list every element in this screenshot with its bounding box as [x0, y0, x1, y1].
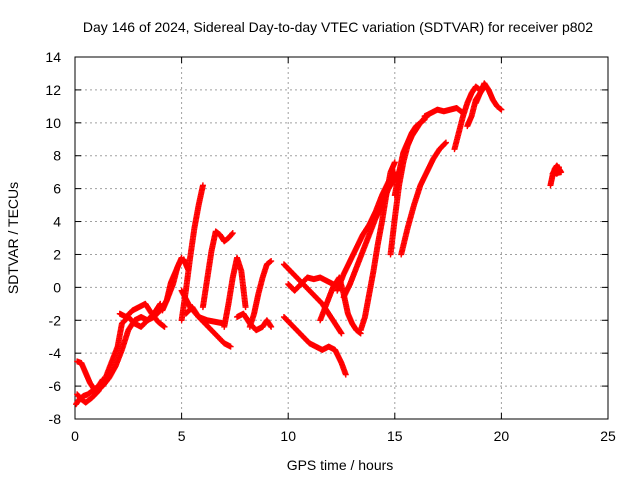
data-point [229, 230, 236, 237]
data-point [161, 323, 168, 330]
y-tick-label: -4 [49, 345, 62, 361]
data-point [227, 343, 234, 350]
series-track-i [199, 228, 236, 311]
data-point [338, 330, 345, 337]
axis-ticks: 0 5 10 15 20 25 -8 -6 -4 -2 0 2 4 6 8 10 12 14 [45, 49, 616, 444]
series-track-l [246, 258, 275, 330]
series-track-m [280, 313, 349, 378]
series-track-j [221, 254, 249, 330]
data-point [442, 140, 449, 147]
x-tick-label: 10 [280, 428, 296, 444]
data-point [498, 106, 505, 113]
x-tick-label: 15 [387, 428, 403, 444]
data-point [391, 159, 398, 166]
y-tick-label: 0 [53, 279, 61, 295]
x-axis-label: GPS time / hours [287, 457, 394, 473]
x-tick-label: 5 [178, 428, 186, 444]
y-tick-label: 12 [45, 82, 61, 98]
data-point [268, 258, 275, 265]
series-track-z [464, 83, 488, 130]
data-point [199, 182, 206, 189]
data-point [229, 230, 236, 237]
data-point [442, 139, 449, 146]
series-track-h [182, 304, 234, 350]
data-point [242, 304, 249, 311]
y-axis-label: SDTVAR / TECUs [5, 182, 21, 294]
y-tick-label: 14 [45, 49, 61, 65]
series-cluster-late [547, 162, 565, 189]
y-tick-label: 8 [53, 148, 61, 164]
series-track-w [421, 105, 467, 120]
y-tick-label: -6 [49, 378, 62, 394]
y-tick-label: 2 [53, 246, 61, 262]
series-track-u [391, 111, 432, 199]
data-points [73, 80, 565, 408]
plot-frame [74, 56, 609, 420]
x-tick-label: 0 [71, 428, 79, 444]
data-point [555, 164, 562, 171]
series-track-v [398, 139, 449, 258]
chart-title: Day 146 of 2024, Sidereal Day-to-day VTE… [83, 19, 593, 35]
series-track-d [116, 300, 168, 330]
data-point [268, 323, 275, 330]
y-tick-label: 10 [45, 115, 61, 131]
series-track-s [357, 159, 398, 334]
y-tick-label: -2 [49, 312, 62, 328]
x-tick-label: 20 [494, 428, 510, 444]
y-tick-label: -8 [49, 411, 62, 427]
y-tick-label: 6 [53, 181, 61, 197]
y-tick-label: 4 [53, 214, 61, 230]
data-point [342, 371, 349, 378]
x-tick-label: 25 [600, 428, 616, 444]
data-point [481, 83, 488, 90]
